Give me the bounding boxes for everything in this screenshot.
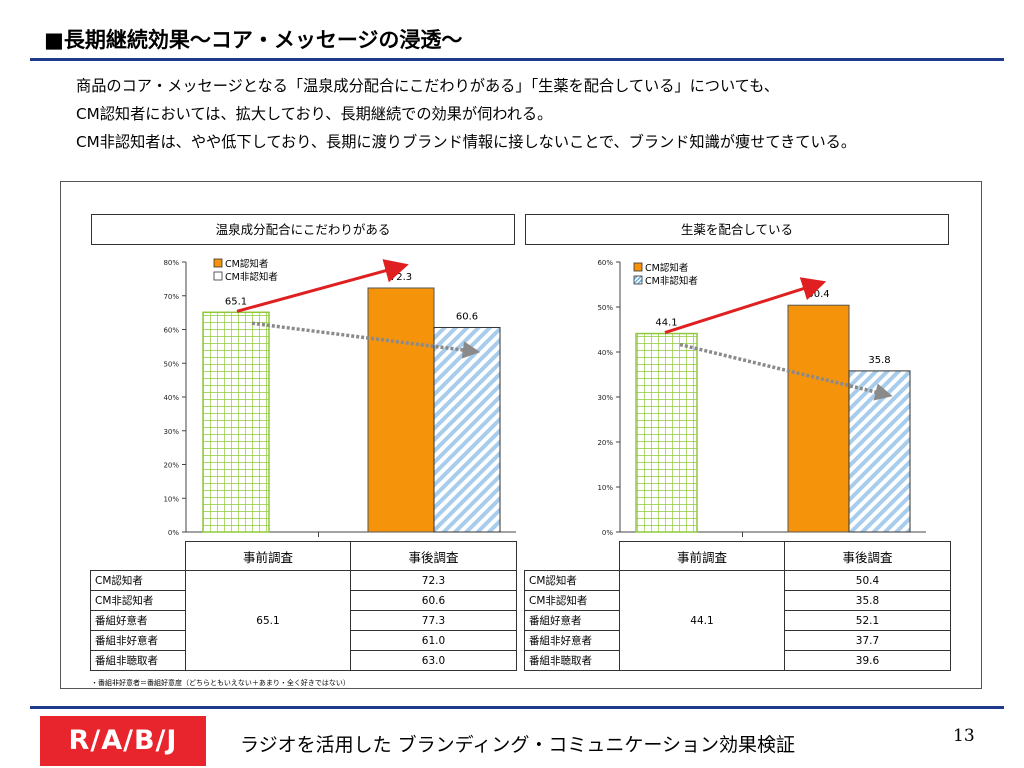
footer-caption: ラジオを活用した ブランディング・コミュニケーション効果検証 (240, 734, 795, 756)
intro-line-1: 商品のコア・メッセージとなる「温泉成分配合にこだわりがある」「生薬を配合している… (76, 77, 780, 95)
y-tick-label: 10% (163, 495, 179, 503)
chart-2-title: 生薬を配合している (525, 214, 949, 245)
intro-text: 商品のコア・メッセージとなる「温泉成分配合にこだわりがある」「生薬を配合している… (76, 72, 856, 156)
post-value: 35.8 (784, 590, 951, 611)
y-tick-label: 30% (597, 394, 613, 402)
data-table-2: 事前調査 事後調査 CM認知者 44.1 50.4 CM非認知者 35.8 番組… (524, 541, 951, 671)
intro-line-3: CM非認知者は、やや低下しており、長期に渡りブランド情報に接しないことで、ブラン… (76, 133, 857, 151)
y-tick-label: 50% (597, 304, 613, 312)
y-tick-label: 40% (163, 394, 179, 402)
post-value: 52.1 (784, 610, 951, 631)
table-header-post: 事後調査 (784, 541, 951, 571)
legend-swatch-aware (633, 262, 643, 272)
legend-label-nonaware: CM非認知者 (225, 271, 278, 283)
table-row: 番組非聴取者 39.6 (524, 650, 951, 671)
y-tick-label: 20% (597, 439, 613, 447)
bar-post-nonaware (848, 370, 911, 533)
row-label: 番組非聴取者 (90, 650, 186, 671)
chart-2: 0% 10% 20% 30% 40% 50% 60% 44.1 50.4 35.8 CM認知者CM非… (597, 259, 926, 537)
row-label: CM非認知者 (524, 590, 620, 611)
row-label: 番組非聴取者 (524, 650, 620, 671)
bar-post-aware (367, 287, 435, 533)
chart-1-title: 温泉成分配合にこだわりがある (91, 214, 515, 245)
y-tick-label: 0% (602, 529, 613, 537)
trend-arrow-aware (664, 277, 827, 334)
post-value: 60.6 (350, 590, 517, 611)
post-value: 37.7 (784, 630, 951, 651)
intro-line-2: CM認知者においては、拡大しており、長期継続での効果が伺われる。 (76, 105, 553, 123)
table-row: 番組非好意者 37.7 (524, 630, 951, 651)
table-header-post: 事後調査 (350, 541, 517, 571)
post-value: 72.3 (350, 570, 517, 591)
legend-label-aware: CM認知者 (225, 258, 268, 270)
bar-post-nonaware (433, 326, 501, 533)
bar-post-aware (787, 304, 850, 533)
y-tick-label: 0% (168, 529, 179, 537)
page-number: 13 (953, 726, 975, 746)
row-label: CM認知者 (524, 570, 620, 591)
row-label: 番組好意者 (90, 610, 186, 631)
legend-label-nonaware: CM非認知者 (645, 275, 698, 287)
y-tick-label: 40% (597, 349, 613, 357)
data-label-pre: 44.1 (655, 318, 677, 329)
chart-1: 0% 10% 20% 30% 40% 50% 60% 70% 80% 65.1 72.3 60.6 CM… (163, 258, 516, 537)
row-label: CM認知者 (90, 570, 186, 591)
table-row: CM非認知者 35.8 (524, 590, 951, 611)
footer-divider (30, 706, 1004, 709)
y-tick-label: 20% (163, 462, 179, 470)
trend-arrow-nonaware (251, 321, 481, 359)
post-value: 77.3 (350, 610, 517, 631)
pre-value: 65.1 (185, 570, 351, 671)
y-tick-label: 60% (163, 327, 179, 335)
bar-pre (635, 332, 698, 533)
y-tick-label: 70% (163, 293, 179, 301)
table-row: 番組非好意者 61.0 (90, 630, 517, 651)
bar-pre (202, 311, 270, 533)
data-label-post-nonaware: 35.8 (868, 355, 890, 366)
data-label-pre: 65.1 (225, 296, 247, 307)
y-tick-label: 30% (163, 428, 179, 436)
title-divider (30, 58, 1004, 61)
table-row: CM認知者 65.1 72.3 (90, 570, 517, 671)
data-label-post-nonaware: 60.6 (456, 311, 478, 322)
legend-swatch-nonaware (213, 271, 223, 281)
legend-swatch-nonaware (633, 275, 643, 285)
data-label-post-aware: 72.3 (390, 272, 412, 283)
table-row: 番組非聴取者 63.0 (90, 650, 517, 671)
post-value: 61.0 (350, 630, 517, 651)
post-value: 50.4 (784, 570, 951, 591)
data-table-1: 事前調査 事後調査 CM認知者 65.1 72.3 CM非認知者 60.6 番組… (90, 541, 517, 671)
row-label: 番組非好意者 (524, 630, 620, 651)
post-value: 63.0 (350, 650, 517, 671)
trend-arrow-aware (236, 259, 409, 313)
y-tick-label: 80% (163, 259, 179, 267)
legend-swatch-aware (213, 258, 223, 268)
pre-value: 44.1 (619, 570, 785, 671)
table-header-pre: 事前調査 (185, 541, 351, 571)
row-label: 番組非好意者 (90, 630, 186, 651)
y-tick-label: 10% (597, 484, 613, 492)
footnote: ・番組非好意者＝番組好意度（どちらともいえない＋あまり・全く好きではない） (91, 679, 350, 687)
legend-label-aware: CM認知者 (645, 262, 688, 274)
table-header-pre: 事前調査 (619, 541, 785, 571)
table-row: CM認知者 44.1 50.4 (524, 570, 951, 671)
post-value: 39.6 (784, 650, 951, 671)
page-title: ■長期継続効果～コア・メッセージの浸透～ (44, 28, 463, 52)
y-tick-label: 60% (597, 259, 613, 267)
y-tick-label: 50% (163, 360, 179, 368)
trend-arrow-nonaware (679, 342, 893, 401)
table-row: 番組好意者 52.1 (524, 610, 951, 631)
row-label: 番組好意者 (524, 610, 620, 631)
rabj-logo: R/A/B/J (40, 716, 206, 766)
data-label-post-aware: 50.4 (807, 289, 829, 300)
row-label: CM非認知者 (90, 590, 186, 611)
